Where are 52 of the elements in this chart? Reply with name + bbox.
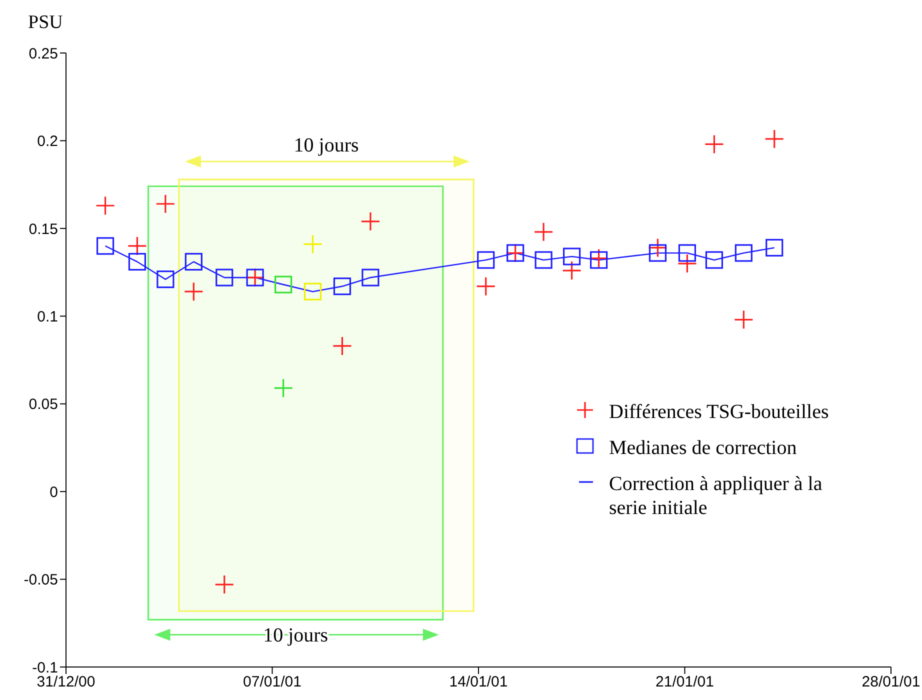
point (95, 196, 116, 216)
point (184, 252, 202, 271)
point (127, 236, 148, 256)
point (648, 238, 668, 258)
point (677, 254, 698, 274)
point (764, 129, 784, 149)
point (704, 134, 724, 154)
point (274, 378, 294, 398)
y-tick-label: 0.1 (37, 308, 58, 326)
point (156, 194, 176, 214)
point (476, 276, 496, 296)
point (302, 234, 323, 254)
point (534, 222, 554, 242)
point (304, 282, 322, 300)
point (705, 251, 724, 269)
point (274, 276, 292, 294)
point (477, 251, 495, 269)
point (563, 248, 581, 266)
point (766, 238, 784, 257)
x-tick-label: 21/01/01 (656, 674, 714, 691)
point (332, 336, 352, 356)
x-tick-label: 28/01/01 (862, 674, 920, 691)
y-tick-label: 0.05 (28, 396, 58, 414)
point (360, 212, 380, 232)
point (128, 252, 146, 271)
y-tick-label: -0.1 (32, 659, 58, 676)
point (214, 574, 234, 594)
y-axis-title: PSU (28, 12, 63, 34)
y-tick-label: 0.2 (37, 133, 58, 150)
legend-label: Medianes de correction (609, 436, 797, 460)
point (216, 268, 234, 286)
x-tick-label: 14/01/01 (449, 674, 508, 691)
point (562, 260, 582, 280)
x-tick-label: 07/01/01 (243, 674, 302, 691)
point (333, 278, 352, 296)
point (648, 244, 667, 262)
point (734, 244, 752, 262)
y-tick-label: 0.15 (28, 220, 58, 238)
point (156, 270, 174, 288)
point (184, 282, 204, 302)
point (678, 244, 696, 262)
point (96, 237, 114, 255)
legend-label: Correction à appliquer à la serie initiale (609, 472, 824, 520)
y-tick-label: -0.05 (24, 572, 58, 589)
band-label: 10 jours (294, 134, 359, 156)
legend-label: Différences TSG-bouteilles (609, 400, 829, 424)
y-tick-label: 0.25 (28, 45, 58, 62)
y-tick-label: 0 (50, 484, 58, 501)
x-tick-label: 31/12/00 (36, 674, 96, 691)
point (362, 268, 380, 286)
point (734, 310, 754, 330)
point (534, 251, 552, 269)
